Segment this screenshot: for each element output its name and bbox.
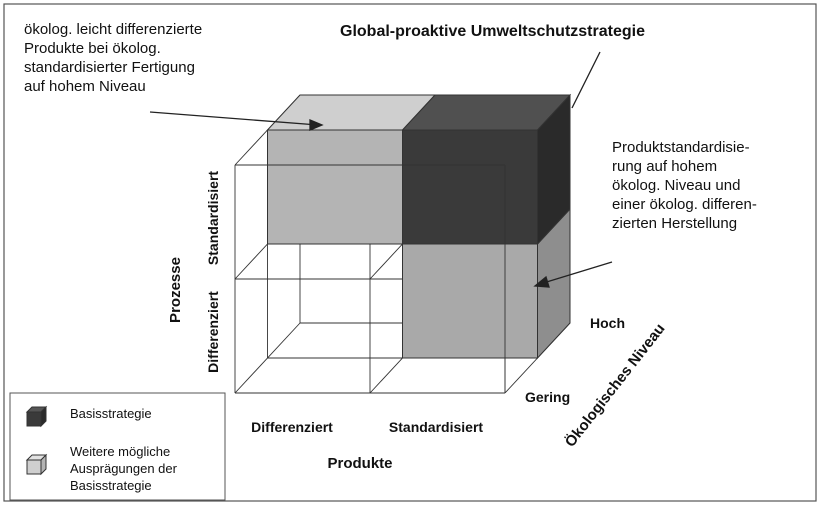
arrow-head (309, 119, 324, 131)
text-line: Produkte bei ökolog. (24, 40, 161, 57)
x-tick-label: Differenziert (251, 419, 333, 435)
text-line: Basisstrategie (70, 406, 152, 421)
text-line: ökolog. leicht differenzierte (24, 21, 202, 38)
z-axis-label: Ökologisches Niveau (562, 320, 669, 450)
text-line: rung auf hohem (612, 158, 717, 175)
y-axis-label: Prozesse (167, 257, 184, 323)
legend-label: Basisstrategie (70, 406, 152, 421)
text-line: einer ökolog. differen- (612, 196, 757, 213)
legend-label: Weitere mögliche Ausprägungen der Basisstr… (70, 444, 178, 493)
arrow-head (533, 275, 550, 288)
text-line: standardisierter Fertigung (24, 59, 195, 76)
z-tick-label: Gering (525, 389, 570, 405)
legend-icon (26, 411, 42, 427)
x-tick-label: Standardisiert (389, 419, 483, 435)
text-line: auf hohem Niveau (24, 78, 146, 95)
arrow (149, 111, 319, 126)
cell-front (267, 129, 403, 245)
frame (3, 3, 817, 502)
y-tick-label: Standardisiert (205, 171, 221, 265)
text-line: Produktstandardisie- (612, 139, 750, 156)
text-line: zierten Herstellung (612, 215, 737, 232)
arrows (149, 51, 613, 288)
legend-icon (26, 459, 42, 475)
cell-front (402, 129, 538, 245)
x-axis-label: Produkte (327, 455, 392, 472)
legend-icon (40, 405, 47, 428)
annotation: ökolog. leicht differenzierte Produkte be… (24, 21, 202, 95)
arrow (571, 51, 601, 109)
z-tick-label: Hoch (590, 315, 625, 331)
text-line: Ausprägungen der (70, 461, 178, 476)
cube (234, 93, 572, 394)
arrow (539, 261, 613, 285)
legend-icons (25, 405, 48, 476)
text-line: Weitere mögliche (70, 444, 170, 459)
annotation: Produktstandardisie-rung auf hohem ökolog… (612, 139, 757, 232)
text-line: Basisstrategie (70, 478, 152, 493)
y-tick-label: Differenziert (205, 291, 221, 373)
cell-front (402, 243, 538, 359)
text-line: ökolog. Niveau und (612, 177, 740, 194)
title: Global-proaktive Umweltschutzstrategie (340, 23, 645, 40)
legend-icon (40, 453, 47, 476)
